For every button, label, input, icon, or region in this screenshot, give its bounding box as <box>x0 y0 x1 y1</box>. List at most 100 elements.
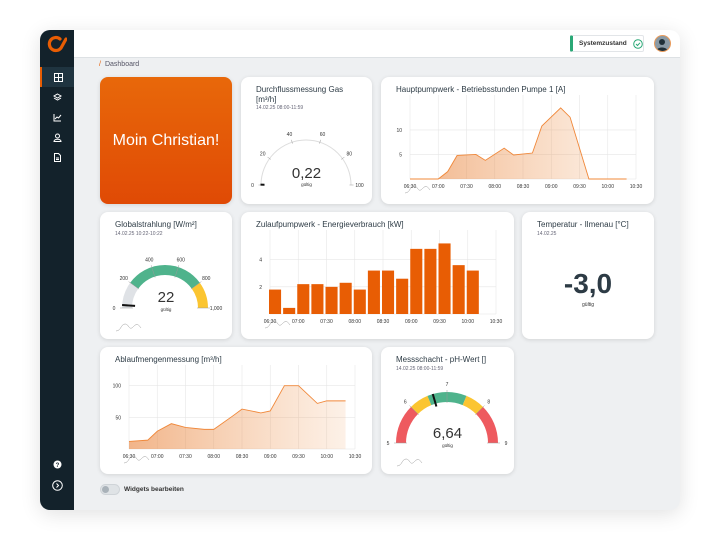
expand-sidebar-button[interactable] <box>40 475 74 495</box>
greeting-text: Moin Christian! <box>112 131 220 149</box>
gauge-tick-label: 8 <box>487 399 490 405</box>
gauge-tick <box>267 156 271 160</box>
card-title: Zulaufpumpwerk - Energieverbrauch [kW] <box>256 220 404 229</box>
area-chart: 06:30 07:00 07:30 08:00 08:30 09:00 09:30 10:00… <box>113 365 362 464</box>
x-tick-label: 09:00 <box>545 184 558 190</box>
top-bar: Systemzustand <box>74 30 680 58</box>
area-fill <box>410 107 627 179</box>
x-tick-label: 08:00 <box>207 454 220 460</box>
bar <box>367 270 380 314</box>
x-tick-label: 09:30 <box>573 184 586 190</box>
bar <box>353 289 366 314</box>
x-tick-label: 10:30 <box>349 454 362 460</box>
gauge-zone <box>130 265 200 289</box>
outflow-chart-card[interactable]: Ablaufmengenmessung [m³/h] 06:30 07:00 07:… <box>100 347 372 474</box>
sidebar-item-layers[interactable] <box>40 87 74 107</box>
gauge-zone <box>462 395 484 415</box>
bar <box>325 286 338 314</box>
breadcrumb-separator: / <box>99 61 101 68</box>
sidebar-item-users[interactable] <box>40 127 74 147</box>
gauge-tick-label: 1,000 <box>210 306 223 312</box>
area-fill <box>129 385 346 449</box>
x-tick-label: 07:30 <box>460 184 473 190</box>
gauge-zone <box>410 395 432 415</box>
temperature-status: gültig <box>582 302 594 308</box>
gauge-tick-label: 40 <box>287 132 293 138</box>
card-title: Durchflussmessung Gas [m³/h] <box>256 85 343 105</box>
gauge: 5 6 7 8 9 <box>387 382 508 467</box>
x-tick-label: 10:30 <box>490 319 503 325</box>
card-title: Messschacht - pH-Wert [] <box>396 355 487 364</box>
gauge-tick-label: 80 <box>347 152 353 158</box>
gauge-tick <box>475 405 485 415</box>
system-status-badge[interactable]: Systemzustand <box>570 35 644 52</box>
gauge-zone <box>191 282 208 309</box>
x-tick-label: 10:30 <box>630 184 643 190</box>
card-date: 14.02.25 <box>537 231 557 237</box>
breadcrumb-current[interactable]: Dashboard <box>104 61 140 68</box>
x-tick-label: 08:00 <box>348 319 361 325</box>
y-tick-label: 10 <box>396 128 402 134</box>
x-tick-label: 06:30 <box>264 319 277 325</box>
sidebar-item-reports[interactable] <box>40 147 74 167</box>
bar <box>311 284 324 314</box>
x-tick-label: 06:30 <box>123 454 136 460</box>
sparkline-icon <box>123 455 150 464</box>
gauge-tick-label: 600 <box>177 257 186 263</box>
gauge-tick-label: 6 <box>404 399 407 405</box>
gauge-value: 22 <box>157 289 175 306</box>
gauge-tick-label: 200 <box>120 276 129 282</box>
bar <box>396 278 409 314</box>
gauge-value: 6,64 <box>432 425 463 442</box>
gauge-tick-label: 7 <box>446 382 449 388</box>
x-tick-label: 10:00 <box>461 319 474 325</box>
gauge-tick-label: 100 <box>355 183 364 189</box>
bar <box>410 248 423 314</box>
gauge-tick <box>190 281 202 290</box>
gauge-tick-label: 9 <box>505 441 508 447</box>
bar <box>269 289 282 314</box>
y-tick-label: 100 <box>113 384 122 390</box>
edit-widgets-toggle[interactable] <box>100 484 120 495</box>
x-tick-label: 09:00 <box>405 319 418 325</box>
bar <box>466 270 479 314</box>
card-title: Temperatur - Ilmenau [°C] <box>537 220 629 229</box>
gauge-tick-label: 0 <box>251 183 254 189</box>
gauge-status: gültig <box>442 443 453 448</box>
energy-chart-card[interactable]: Zulaufpumpwerk - Energieverbrauch [kW] 0… <box>241 212 514 339</box>
avatar[interactable] <box>654 35 671 52</box>
pump-hours-chart-card[interactable]: Hauptpumpwerk - Betriebsstunden Pumpe 1 … <box>381 77 654 204</box>
series-line <box>410 107 627 180</box>
x-tick-label: 08:00 <box>488 184 501 190</box>
gauge-zone <box>260 139 352 186</box>
series-line <box>128 385 346 442</box>
ph-value-card[interactable]: Messschacht - pH-Wert [] 14.02.25 08:00-… <box>381 347 514 474</box>
sidebar: ? <box>40 30 74 510</box>
x-tick-label: 10:00 <box>601 184 614 190</box>
bar <box>382 270 395 314</box>
card-date: 14.02.25 08:00-11:59 <box>396 366 444 372</box>
user-avatar-icon <box>656 39 668 51</box>
gauge-tick <box>341 156 345 160</box>
sidebar-item-charts[interactable] <box>40 107 74 127</box>
unit-text: [m³/h] <box>256 95 277 104</box>
gauge-tick <box>150 265 156 278</box>
gauge-status: gültig <box>301 182 312 187</box>
solar-radiation-card[interactable]: Globalstrahlung [W/m²] 14.02.25 10:22-10… <box>100 212 232 339</box>
gauge-tick-label: 5 <box>387 441 390 447</box>
user-icon <box>52 133 62 142</box>
sparkline-icon <box>404 185 431 194</box>
bar <box>339 282 352 314</box>
bar <box>438 243 451 314</box>
gas-flow-card[interactable]: Durchflussmessung Gas [m³/h] 14.02.25 08:… <box>241 77 372 204</box>
x-tick-label: 09:30 <box>292 454 305 460</box>
gauge-tick-label: 20 <box>260 152 266 158</box>
edit-widgets-label: Widgets bearbeiten <box>124 486 184 493</box>
temperature-card[interactable]: Temperatur - Ilmenau [°C] 14.02.25 -3,0 … <box>522 212 654 339</box>
gauge-needle <box>431 393 438 407</box>
x-tick-label: 08:30 <box>517 184 530 190</box>
sparkline-icon <box>396 458 423 467</box>
help-button[interactable]: ? <box>40 454 74 474</box>
sidebar-item-dashboard[interactable] <box>40 67 74 87</box>
app-window: ? Systemzustand / Dashboard Moin Christia… <box>40 30 680 510</box>
